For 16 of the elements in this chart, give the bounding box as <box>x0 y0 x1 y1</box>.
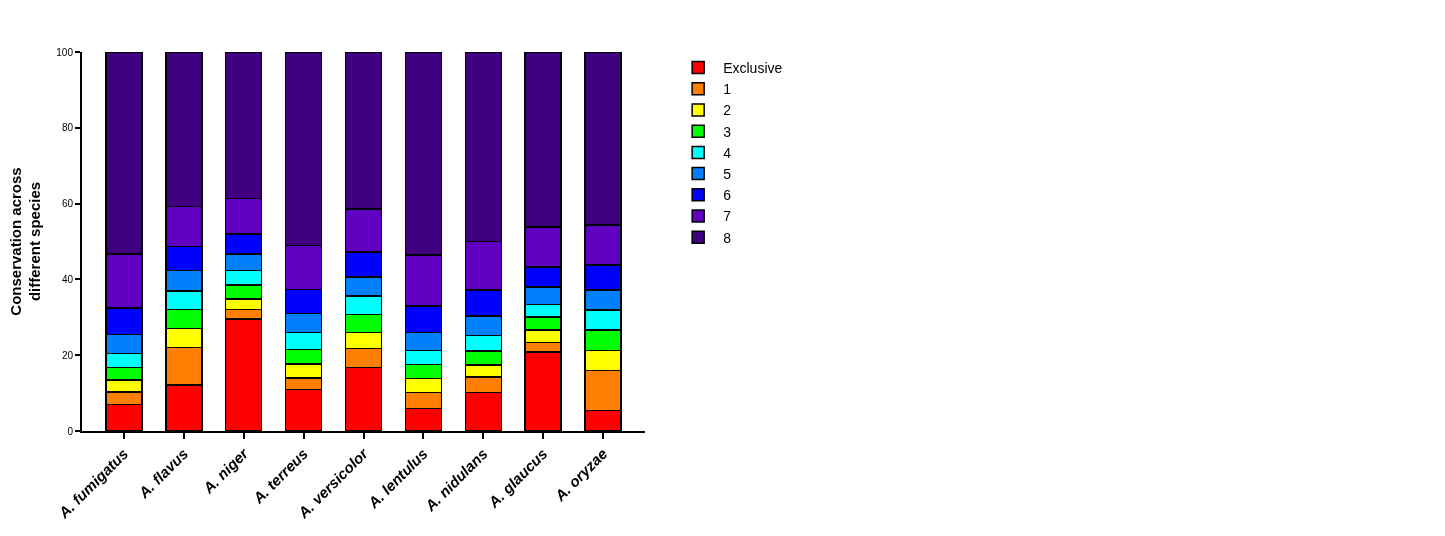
y-axis-title: Conservation across different species <box>6 167 44 316</box>
legend-label: 1 <box>723 81 732 98</box>
legend-label: 8 <box>723 229 732 246</box>
y-tick-label: 0 <box>67 425 74 437</box>
y-tick-label: 80 <box>61 122 74 134</box>
y-tick-label: 20 <box>61 349 74 361</box>
legend-label: 7 <box>723 208 732 225</box>
y-tick-label: 100 <box>56 46 74 58</box>
y-tick-label: 40 <box>61 273 74 285</box>
legend-label: 4 <box>723 144 732 161</box>
legend-label: 5 <box>723 166 732 183</box>
legend-label: 6 <box>723 187 732 204</box>
legend-label: 2 <box>723 102 732 119</box>
legend-label: 3 <box>723 123 732 140</box>
y-tick-label: 60 <box>61 198 74 210</box>
legend-label: Exclusive <box>723 60 783 77</box>
